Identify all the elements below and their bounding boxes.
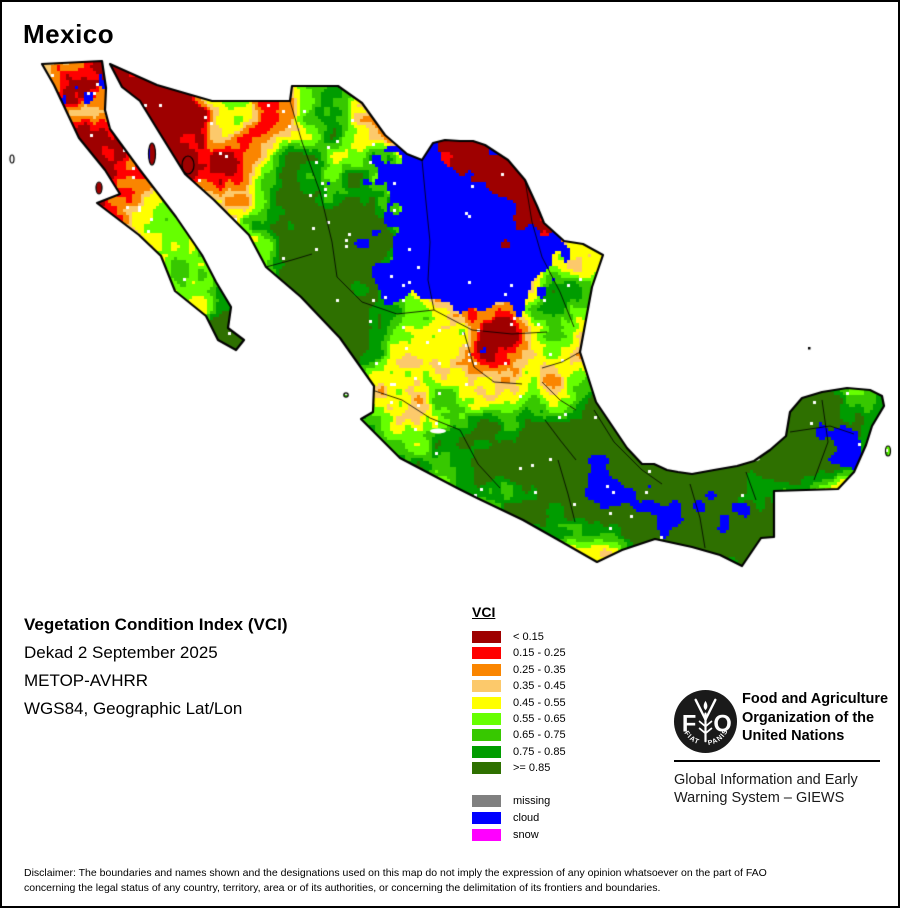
legend-label: 0.45 - 0.55 (513, 696, 566, 709)
legend-title: VCI (472, 604, 496, 620)
legend-label: cloud (513, 812, 540, 824)
giews-line-2: Warning System – GIEWS (674, 790, 845, 806)
fao-logo: F O FIAT PANIS (673, 689, 738, 754)
legend-label: 0.25 - 0.35 (513, 663, 566, 676)
legend-row: missing (472, 795, 550, 807)
legend-row: 0.15 - 0.25 (472, 647, 566, 660)
legend-swatch (472, 680, 501, 693)
legend-swatch (472, 647, 501, 660)
legend-swatch (472, 745, 501, 758)
legend-label: snow (513, 829, 539, 841)
legend-label: 0.65 - 0.75 (513, 729, 566, 742)
legend-label: 0.15 - 0.25 (513, 647, 566, 660)
legend-swatch (472, 762, 501, 775)
fao-name-line-2: Organization of the (742, 710, 875, 726)
legend-swatch (472, 795, 501, 807)
dekad-date: Dekad 2 September 2025 (24, 643, 218, 662)
fao-logo-letter-f: F (682, 711, 696, 737)
fao-separator-line (674, 760, 880, 762)
legend-row: < 0.15 (472, 631, 566, 643)
legend-swatch (472, 696, 501, 709)
legend-row: 0.65 - 0.75 (472, 729, 566, 742)
wheat-drop-icon (703, 700, 708, 711)
product-name: Vegetation Condition Index (VCI) (24, 615, 288, 634)
legend-row: >= 0.85 (472, 762, 566, 775)
legend-label: 0.75 - 0.85 (513, 745, 566, 758)
legend-row: 0.25 - 0.35 (472, 663, 566, 676)
legend-row: cloud (472, 812, 550, 824)
fao-name-line-3: United Nations (742, 728, 845, 744)
legend-swatch (472, 812, 501, 824)
legend-label: >= 0.85 (513, 762, 551, 775)
legend-label: < 0.15 (513, 631, 544, 643)
vci-legend-extras: missing cloud snow (472, 795, 550, 846)
legend-swatch (472, 829, 501, 841)
sensor-name: METOP-AVHRR (24, 671, 149, 690)
legend-label: 0.55 - 0.65 (513, 712, 566, 725)
fao-logo-letter-o: O (713, 711, 731, 737)
legend-row: 0.75 - 0.85 (472, 745, 566, 758)
fao-name-line-1: Food and Agriculture (742, 691, 889, 707)
legend-swatch (472, 712, 501, 725)
disclaimer-line-2: concerning the legal status of any count… (24, 881, 661, 894)
vci-legend-classes: < 0.15 0.15 - 0.25 0.25 - 0.35 0.35 - 0.45 0… (472, 631, 566, 779)
legend-swatch (472, 663, 501, 676)
legend-label: missing (513, 795, 551, 807)
mexico-vci-map (2, 2, 898, 602)
disclaimer-line-1: Disclaimer: The boundaries and names sho… (24, 867, 767, 879)
legend-label: 0.35 - 0.45 (513, 680, 566, 693)
giews-line-1: Global Information and Early (674, 772, 858, 788)
projection-name: WGS84, Geographic Lat/Lon (24, 699, 243, 718)
legend-swatch (472, 631, 501, 643)
page-title: Mexico (23, 19, 115, 49)
legend-row: 0.55 - 0.65 (472, 712, 566, 725)
legend-swatch (472, 729, 501, 742)
legend-row: snow (472, 829, 550, 841)
legend-row: 0.35 - 0.45 (472, 680, 566, 693)
wheat-ear-icon (694, 698, 717, 743)
legend-row: 0.45 - 0.55 (472, 696, 566, 709)
